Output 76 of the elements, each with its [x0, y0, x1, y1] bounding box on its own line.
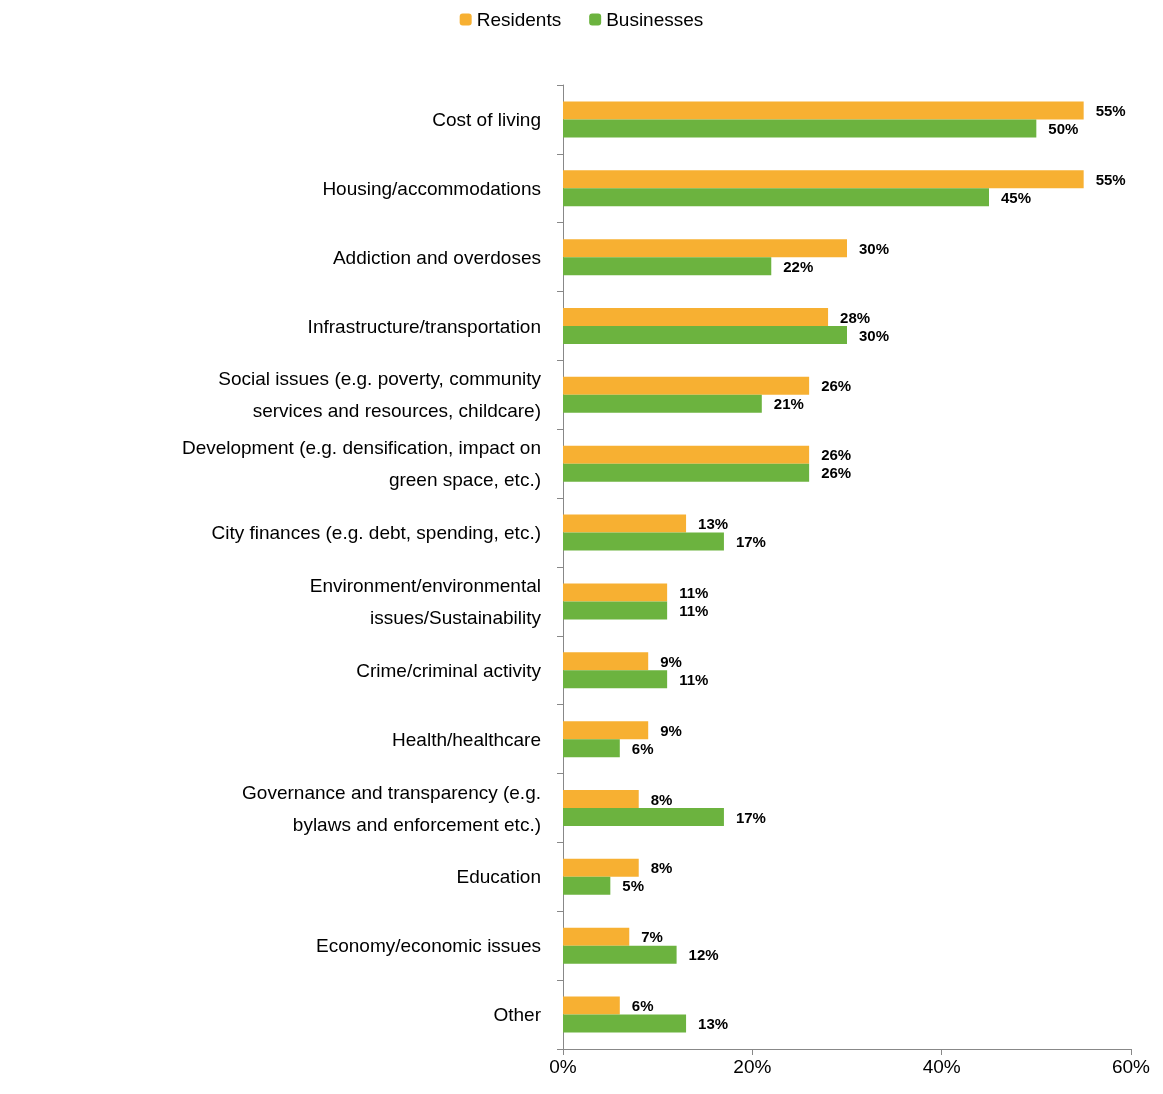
bar — [563, 876, 611, 895]
y-tick-label: Other — [493, 1004, 542, 1026]
bar — [563, 101, 1084, 120]
bar — [563, 1014, 687, 1033]
y-tick-label: Infrastructure/transportation — [307, 315, 541, 337]
x-tick-label: 0% — [549, 1056, 577, 1077]
bar — [563, 945, 677, 964]
bar — [563, 445, 810, 464]
bar — [563, 376, 810, 395]
y-tick-label: Governance and transparency (e.g. bylaws and enforcement etc.) — [242, 781, 541, 835]
bar — [563, 601, 668, 620]
data-label: 17% — [735, 808, 766, 826]
data-label: 30% — [859, 239, 890, 257]
bar — [563, 308, 829, 326]
legend-label: Businesses — [606, 9, 704, 30]
data-label: 26% — [821, 377, 852, 395]
bar — [563, 790, 639, 808]
data-label: 22% — [783, 257, 814, 275]
data-label: 5% — [622, 877, 645, 895]
data-label: 30% — [859, 326, 890, 344]
data-label: 13% — [698, 1015, 729, 1033]
y-tick-label: Housing/accommodations — [322, 177, 541, 199]
bar — [563, 996, 620, 1015]
bar — [563, 188, 989, 207]
y-tick-label: Health/healthcare — [392, 728, 541, 750]
bar — [563, 257, 772, 276]
data-label: 9% — [660, 721, 682, 739]
data-label: 11% — [679, 670, 709, 688]
y-tick-label: City finances (e.g. debt, spending, etc.) — [211, 522, 541, 544]
data-label: 11% — [679, 601, 709, 619]
bar — [563, 463, 810, 482]
bar — [563, 927, 630, 946]
data-label: 45% — [1001, 188, 1032, 206]
bar — [563, 326, 847, 344]
data-label: 9% — [660, 652, 682, 670]
data-label: 17% — [735, 533, 766, 551]
data-label: 26% — [821, 446, 852, 464]
data-label: 21% — [773, 395, 804, 413]
bar — [563, 514, 687, 533]
y-tick-label: Addiction and overdoses — [332, 246, 541, 268]
bar — [563, 858, 639, 877]
data-label: 55% — [1095, 170, 1126, 188]
x-tick-label: 40% — [922, 1056, 961, 1077]
x-tick-label: 60% — [1111, 1056, 1151, 1077]
y-tick-label: Education — [456, 866, 541, 888]
data-label: 6% — [631, 739, 654, 757]
bar — [563, 652, 649, 671]
data-label: 7% — [641, 928, 663, 946]
data-label: 26% — [821, 464, 852, 482]
y-tick-label: Crime/criminal activity — [356, 659, 542, 681]
bar — [563, 583, 668, 602]
data-label: 8% — [650, 790, 673, 808]
data-label: 6% — [631, 997, 654, 1015]
data-label: 55% — [1095, 101, 1126, 119]
y-tick-label: Environment/environmental issues/Sustainability — [309, 574, 542, 628]
bar — [563, 739, 620, 758]
bar — [563, 808, 724, 826]
data-label: 50% — [1048, 119, 1079, 137]
bar — [563, 170, 1084, 189]
legend-label: Residents — [476, 9, 562, 30]
y-tick-label: Social issues (e.g. poverty, community services and resources, childcare) — [218, 368, 542, 422]
bar — [563, 239, 847, 258]
y-tick-label: Economy/economic issues — [316, 935, 541, 957]
data-label: 12% — [688, 946, 719, 964]
bar — [563, 670, 668, 689]
data-label: 13% — [698, 515, 729, 533]
x-tick-label: 20% — [733, 1056, 772, 1077]
y-tick-label: Cost of living — [432, 108, 541, 130]
data-label: 28% — [840, 308, 871, 326]
data-label: 8% — [650, 859, 673, 877]
data-label: 11% — [679, 583, 709, 601]
bar — [563, 119, 1037, 138]
y-tick-label: Development (e.g. densification, impact on green space, etc.) — [181, 437, 541, 491]
bar — [563, 394, 762, 413]
bar — [563, 532, 724, 551]
bar — [563, 721, 649, 740]
